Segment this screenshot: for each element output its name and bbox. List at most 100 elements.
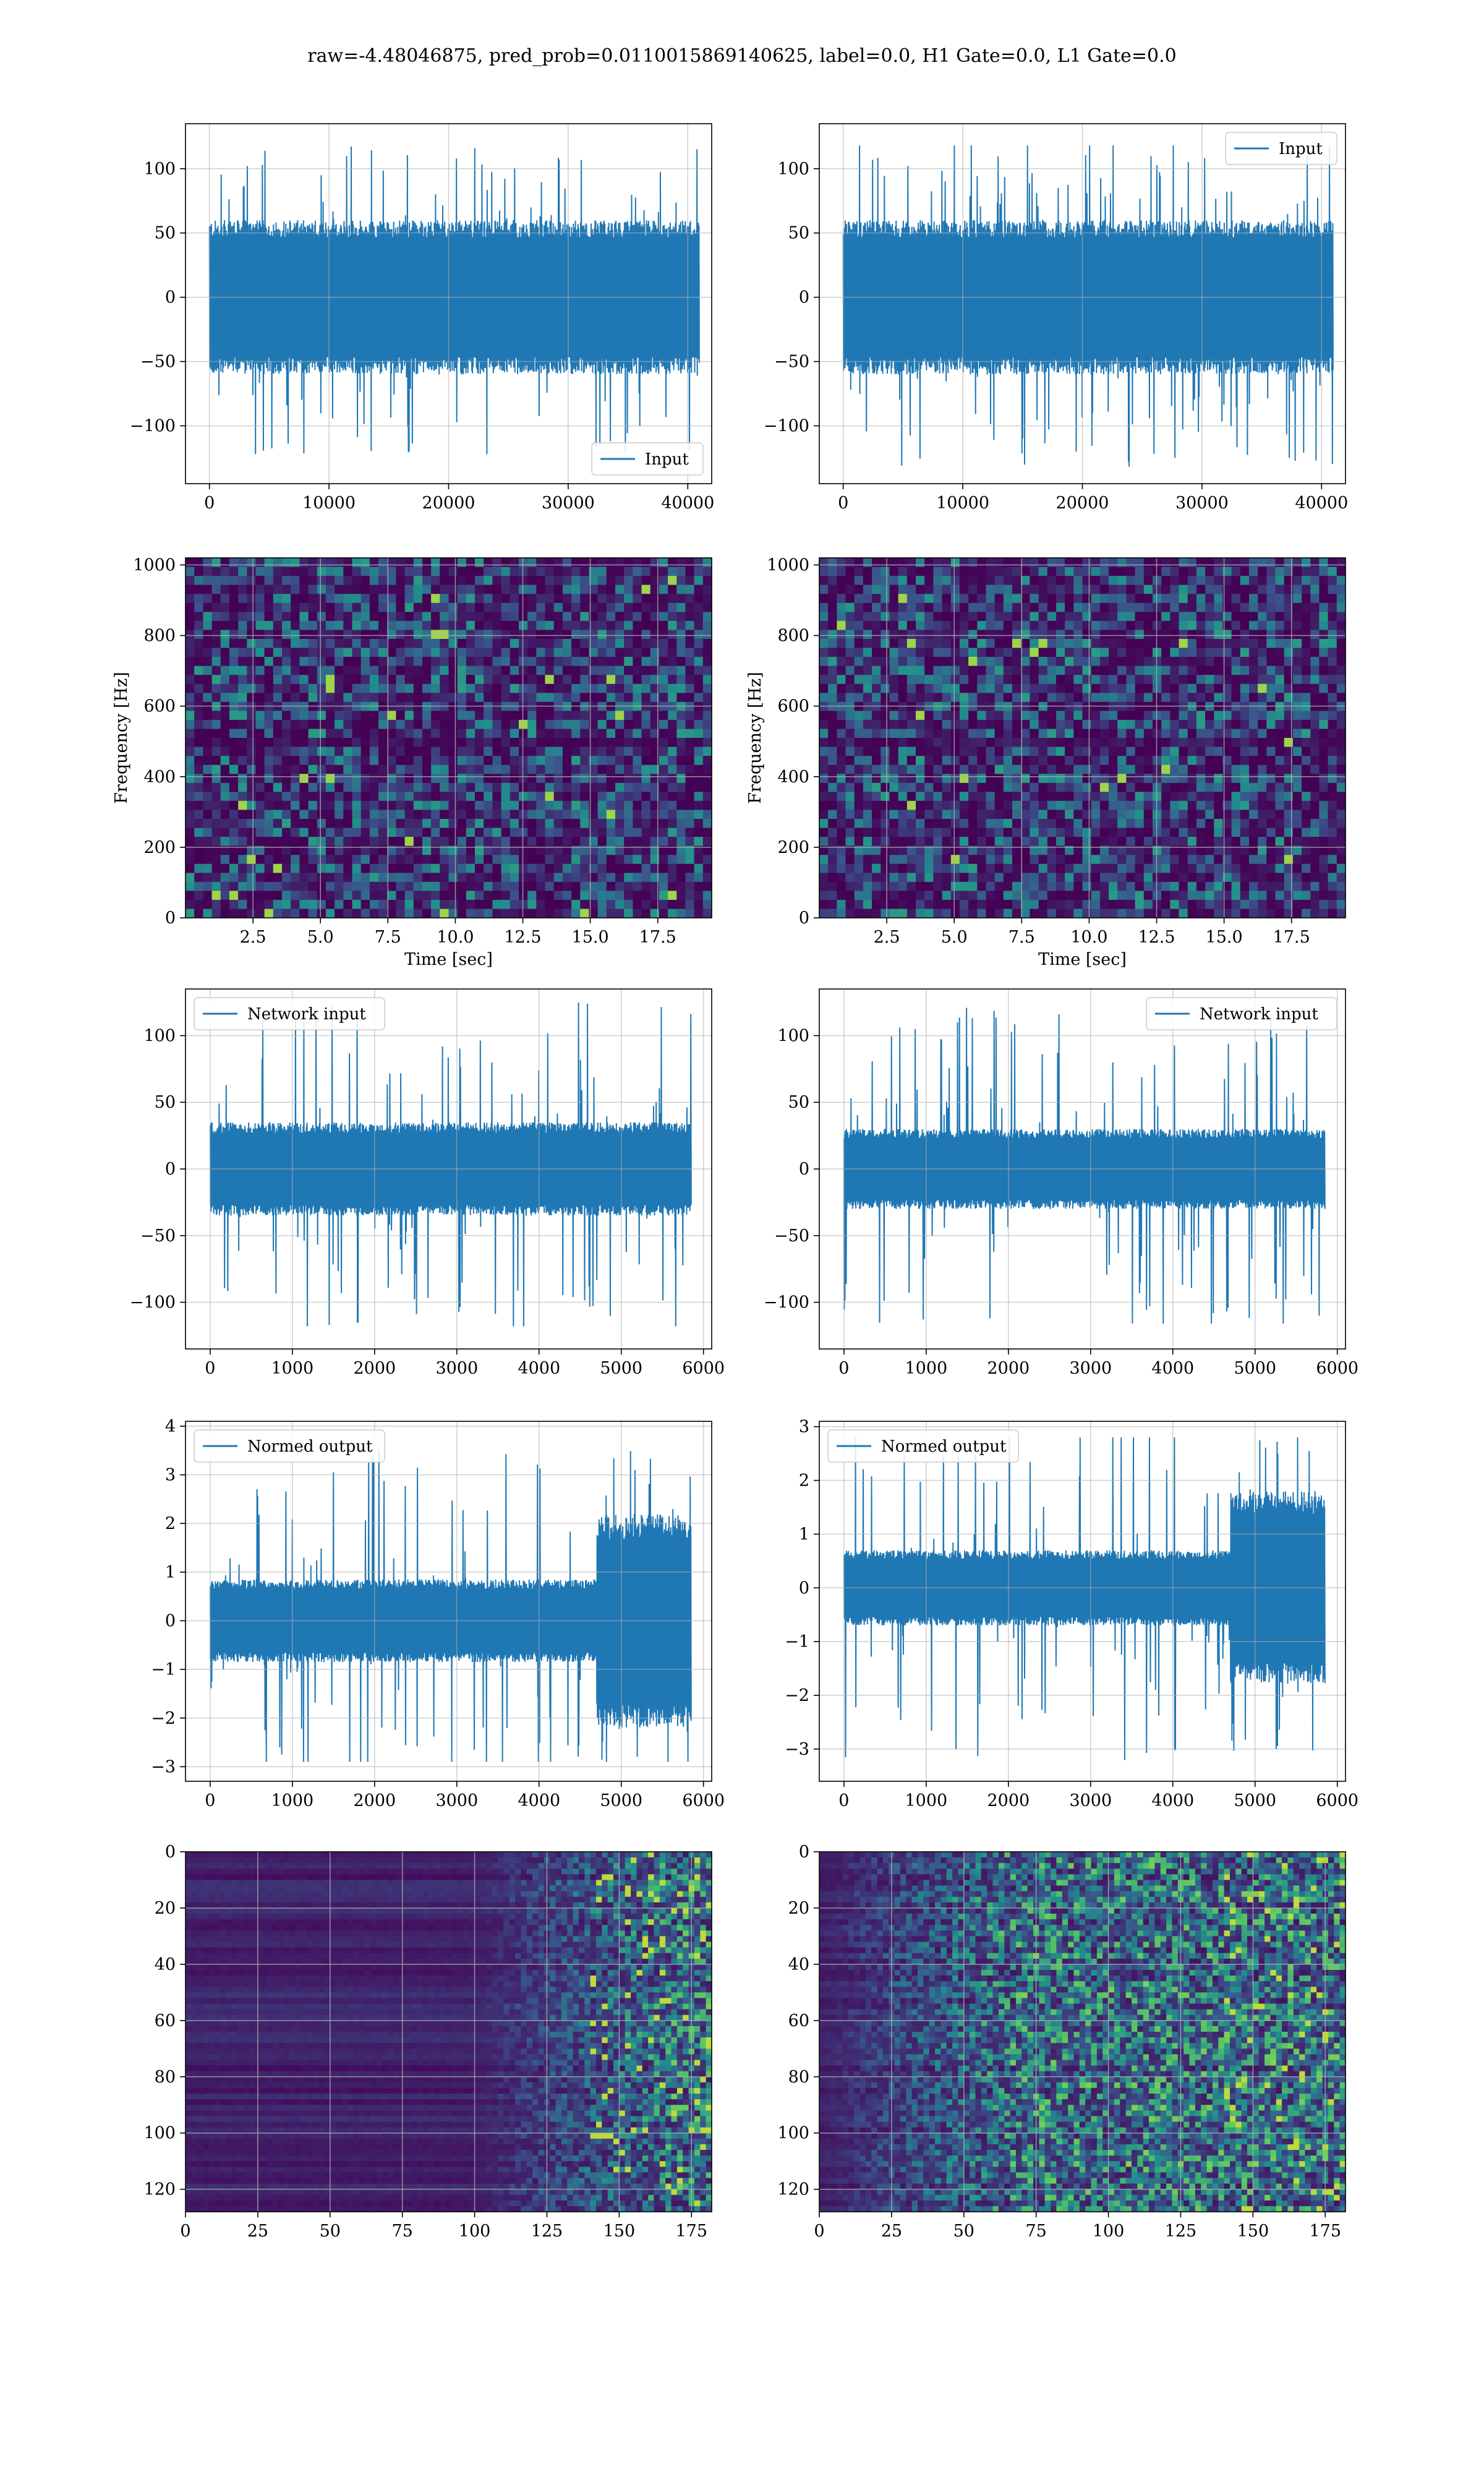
normed-output-left-ytick-label: 1 (165, 1563, 176, 1582)
network-input-left-ytick-label: 50 (155, 1093, 176, 1112)
input-left-ytick-label: −100 (130, 416, 176, 435)
feature-map-right-ytick-label: 20 (788, 1899, 809, 1918)
normed-output-left-xtick-label: 6000 (682, 1791, 725, 1810)
spectrogram-right-ytick-label: 1000 (767, 555, 809, 575)
input-right-ytick-label: 50 (788, 224, 809, 243)
input-left-xtick-label: 20000 (422, 494, 475, 513)
feature-map-left-frame (185, 1851, 712, 2212)
spectrogram-left-plot-area (186, 558, 712, 918)
panel-network-input-right: 0 1000 2000 3000 4000 5000 6000 −100 −50 0 50 100 Ne… (764, 988, 1358, 1378)
spectrogram-right-grid (819, 558, 1345, 918)
normed-output-left-legend-label: Normed output (247, 1437, 373, 1456)
feature-map-right-ytick-label: 40 (788, 1955, 809, 1974)
normed-output-right-ytick-label: −2 (785, 1686, 809, 1705)
feature-map-left-ytick-label: 100 (143, 2124, 176, 2143)
normed-output-right-ytick-label: −1 (785, 1632, 809, 1651)
input-left-xtick-label: 30000 (542, 494, 595, 513)
normed-output-left-ytick-label: −1 (151, 1660, 176, 1679)
feature-map-left-xtick-label: 75 (392, 2222, 413, 2241)
feature-map-right-xtick-label: 50 (953, 2222, 974, 2241)
network-input-left-xtick-label: 5000 (600, 1359, 642, 1378)
feature-map-left-xtick-label: 0 (180, 2222, 190, 2241)
spectrogram-right-frame (819, 557, 1346, 918)
normed-output-left-frame (185, 1421, 712, 1782)
network-input-right-ytick-label: 50 (788, 1093, 809, 1112)
input-right-plot-area (819, 124, 1345, 484)
input-left-xtick-label: 10000 (302, 494, 356, 513)
network-input-right-series-line (843, 1008, 1326, 1324)
spectrogram-right-xlabel: Time [sec] (1038, 950, 1127, 969)
spectrogram-right-xtick-label: 2.5 (874, 928, 900, 947)
spectrogram-left-ytick-label: 400 (143, 768, 176, 787)
normed-output-left-plot-area (186, 1421, 712, 1781)
network-input-right-ytick-label: −100 (764, 1293, 809, 1312)
normed-output-left-ytick-label: 2 (165, 1514, 176, 1533)
spectrogram-left-ytick-label: 0 (165, 909, 176, 928)
input-right-xtick-label: 0 (838, 494, 848, 513)
feature-map-right-grid (819, 1852, 1345, 2212)
spectrogram-right-xtick-label: 5.0 (941, 928, 968, 947)
feature-map-left-xtick-label: 100 (459, 2222, 491, 2241)
normed-output-right-ytick-label: 0 (799, 1578, 809, 1598)
network-input-left-xtick-label: 1000 (271, 1359, 314, 1378)
feature-map-left-xtick-label: 125 (531, 2222, 563, 2241)
feature-map-left-ytick-label: 0 (165, 1843, 176, 1862)
input-right-ytick-label: 100 (777, 160, 809, 179)
input-left-ytick-label: 100 (143, 160, 176, 179)
spectrogram-left-ylabel: Frequency [Hz] (112, 672, 131, 803)
input-right-legend: Input (1225, 132, 1337, 165)
input-right-ytick-label: −100 (764, 416, 809, 435)
feature-map-right-ytick-label: 80 (788, 2068, 809, 2087)
normed-output-left-ytick-label: 0 (165, 1611, 176, 1630)
normed-output-left-ytick-label: −3 (151, 1757, 176, 1776)
normed-output-left-legend: Normed output (194, 1429, 385, 1463)
input-left-ytick-label: 0 (165, 288, 176, 307)
spectrogram-left-xtick-label: 17.5 (639, 928, 676, 947)
feature-map-left-ytick-label: 80 (155, 2068, 176, 2087)
network-input-left-plot-area (186, 989, 712, 1349)
feature-map-right-frame (819, 1851, 1346, 2212)
normed-output-right-xtick-label: 4000 (1151, 1791, 1194, 1810)
input-right-series-line (842, 145, 1334, 467)
feature-map-left-ytick-label: 60 (155, 2011, 176, 2031)
normed-output-left-xtick-label: 5000 (600, 1791, 642, 1810)
spectrogram-right-xtick-label: 7.5 (1009, 928, 1035, 947)
network-input-right-xtick-label: 3000 (1069, 1359, 1112, 1378)
spectrogram-right-ytick-label: 400 (777, 768, 809, 787)
panel-normed-output-left: 0 1000 2000 3000 4000 5000 6000 −3 −2 −1 0 1 2 3 4 Norm… (151, 1417, 725, 1810)
spectrogram-left-xtick-label: 15.0 (572, 928, 609, 947)
spectrogram-right-ytick-label: 200 (777, 838, 809, 857)
spectrogram-right-ylabel: Frequency [Hz] (746, 672, 765, 803)
panel-normed-output-right: 0 1000 2000 3000 4000 5000 6000 −3 −2 −1 0 1 2 3 Norme… (785, 1418, 1358, 1810)
normed-output-right-legend: Normed output (827, 1429, 1019, 1463)
feature-map-left-ytick-label: 120 (143, 2180, 176, 2199)
input-right-ytick-label: −50 (774, 353, 809, 372)
normed-output-left-ytick-label: 3 (165, 1466, 176, 1485)
normed-output-right-ytick-label: 1 (799, 1525, 809, 1544)
input-left-grid (186, 124, 712, 484)
panel-feature-map-right: 0 25 50 75 100 125 150 175 0 20 40 60 80 100 120 (777, 1843, 1346, 2241)
spectrogram-left-xtick-label: 2.5 (240, 928, 267, 947)
feature-map-right-xtick-label: 150 (1237, 2222, 1269, 2241)
input-right-grid (819, 124, 1345, 484)
network-input-right-grid (819, 989, 1345, 1349)
network-input-right-xtick-label: 5000 (1234, 1359, 1276, 1378)
network-input-right-xtick-label: 1000 (905, 1359, 948, 1378)
feature-map-left-plot-area (186, 1852, 712, 2212)
panel-feature-map-left: 0 25 50 75 100 125 150 175 0 20 40 60 80 100 120 (143, 1843, 712, 2241)
input-right-xtick-label: 20000 (1056, 494, 1109, 513)
spectrogram-right-ytick-label: 600 (777, 697, 809, 716)
feature-map-right-xtick-label: 175 (1309, 2222, 1341, 2241)
input-right-xtick-label: 40000 (1295, 494, 1348, 513)
feature-map-left-ytick-label: 40 (155, 1955, 176, 1974)
spectrogram-right-xtick-label: 17.5 (1273, 928, 1310, 947)
feature-map-left-xtick-label: 150 (603, 2222, 636, 2241)
feature-map-right-xtick-label: 75 (1026, 2222, 1047, 2241)
panel-spectrogram-right: 2.5 5.0 7.5 10.0 12.5 15.0 17.5 0 200 400 600 800 10… (746, 555, 1346, 969)
spectrogram-right-ytick-label: 0 (799, 909, 809, 928)
network-input-right-xtick-label: 6000 (1316, 1359, 1358, 1378)
spectrogram-left-xtick-label: 7.5 (375, 928, 401, 947)
network-input-right-plot-area (819, 989, 1345, 1349)
network-input-right-legend: Network input (1146, 997, 1337, 1030)
